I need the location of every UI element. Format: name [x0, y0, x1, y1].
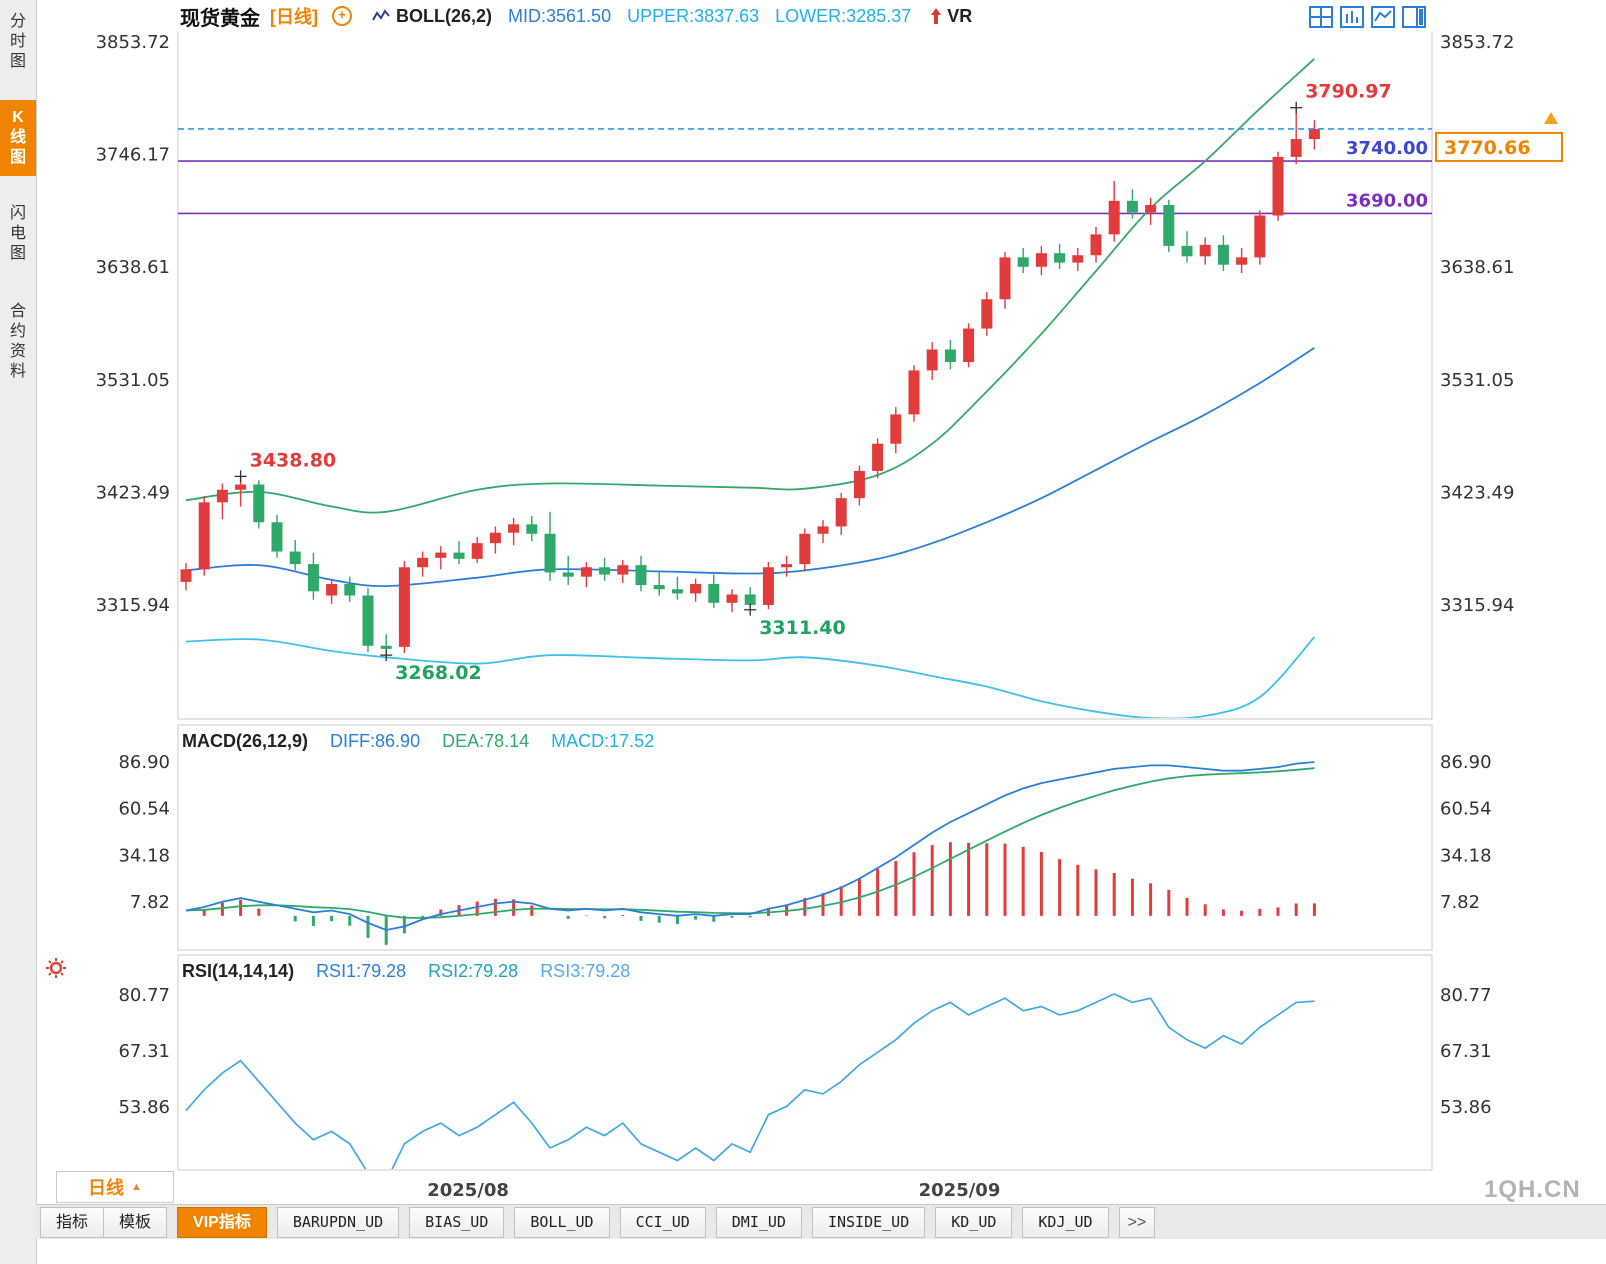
svg-text:86.90: 86.90 — [118, 752, 170, 773]
rsi3-value: RSI3:79.28 — [540, 961, 631, 981]
macd-dea-value: DEA:78.14 — [442, 731, 530, 751]
circle-plus-icon[interactable]: + — [332, 6, 352, 26]
svg-text:3311.40: 3311.40 — [759, 617, 846, 639]
svg-text:60.54: 60.54 — [118, 799, 170, 820]
svg-text:60.54: 60.54 — [1440, 799, 1492, 820]
svg-text:2025/09: 2025/09 — [919, 1180, 1001, 1201]
tab-vip-indicators[interactable]: VIP指标 — [177, 1206, 267, 1238]
sidebar-item-time-chart[interactable]: 分时图 — [9, 13, 26, 70]
macd-hist-value: MACD:17.52 — [551, 731, 655, 751]
svg-text:3315.94: 3315.94 — [96, 595, 170, 616]
tab-kdj-ud[interactable]: KDJ_UD — [1022, 1206, 1109, 1238]
svg-text:53.86: 53.86 — [1440, 1097, 1492, 1118]
rsi-panel-header: RSI(14,14,14) RSI1:79.28 RSI2:79.28 RSI3… — [182, 961, 630, 982]
indicator-settings-icon[interactable] — [44, 956, 68, 985]
tab-bias-ud[interactable]: BIAS_UD — [409, 1206, 505, 1238]
symbol-name: 现货黄金 — [180, 7, 260, 30]
macd-panel-header: MACD(26,12,9) DIFF:86.90 DEA:78.14 MACD:… — [182, 731, 654, 752]
svg-text:3770.66: 3770.66 — [1444, 137, 1531, 159]
watermark: 1QH.CN — [1484, 1176, 1581, 1203]
tab-boll-ud[interactable]: BOLL_UD — [514, 1206, 610, 1238]
svg-text:67.31: 67.31 — [118, 1041, 170, 1062]
svg-text:53.86: 53.86 — [118, 1097, 170, 1118]
svg-text:80.77: 80.77 — [1440, 985, 1492, 1006]
svg-text:67.31: 67.31 — [1440, 1041, 1492, 1062]
svg-text:86.90: 86.90 — [1440, 752, 1492, 773]
svg-text:3740.00: 3740.00 — [1346, 138, 1428, 159]
tab-overflow[interactable]: >> — [1118, 1206, 1156, 1238]
svg-text:3638.61: 3638.61 — [96, 257, 170, 278]
boll-mid-value: MID:3561.50 — [508, 5, 612, 26]
chart-layout-toolbar — [1308, 5, 1427, 29]
tab-barupdn-ud[interactable]: BARUPDN_UD — [276, 1206, 400, 1238]
period-selector-label: 日线 — [88, 1178, 125, 1198]
svg-text:3853.72: 3853.72 — [1440, 32, 1514, 53]
svg-text:80.77: 80.77 — [118, 985, 170, 1006]
tab-indicators[interactable]: 指标 — [40, 1206, 105, 1238]
svg-text:7.82: 7.82 — [130, 892, 170, 913]
indicator-icon — [372, 8, 390, 24]
svg-text:3438.80: 3438.80 — [250, 449, 337, 471]
tab-templates[interactable]: 模板 — [103, 1206, 168, 1238]
boll-indicator-title: BOLL(26,2) — [396, 5, 493, 26]
period-label: [日线] — [270, 7, 318, 27]
split-pane-icon[interactable] — [1401, 5, 1427, 29]
vr-up-arrow-icon — [929, 6, 943, 26]
multi-pane-icon[interactable] — [1308, 5, 1334, 29]
svg-text:3268.02: 3268.02 — [395, 662, 482, 684]
tab-kd-ud[interactable]: KD_UD — [935, 1206, 1013, 1238]
svg-text:3638.61: 3638.61 — [1440, 257, 1514, 278]
svg-text:3746.17: 3746.17 — [96, 145, 170, 166]
rsi2-value: RSI2:79.28 — [428, 961, 519, 981]
line-panel-icon[interactable] — [1370, 5, 1396, 29]
svg-text:2025/08: 2025/08 — [427, 1180, 509, 1201]
tab-dmi-ud[interactable]: DMI_UD — [715, 1206, 802, 1238]
tab-cci-ud[interactable]: CCI_UD — [619, 1206, 706, 1238]
svg-text:3790.97: 3790.97 — [1305, 81, 1392, 103]
tab-inside-ud[interactable]: INSIDE_UD — [811, 1206, 926, 1238]
svg-text:3423.49: 3423.49 — [1440, 482, 1514, 503]
rsi1-value: RSI1:79.28 — [316, 961, 407, 981]
rsi-title: RSI(14,14,14) — [182, 961, 295, 981]
svg-text:3531.05: 3531.05 — [1440, 370, 1514, 391]
bar-panel-icon[interactable] — [1339, 5, 1365, 29]
svg-text:7.82: 7.82 — [1440, 892, 1480, 913]
sidebar-item-kline-chart[interactable]: K线图 — [0, 100, 36, 176]
svg-text:3690.00: 3690.00 — [1346, 190, 1428, 211]
macd-diff-value: DIFF:86.90 — [330, 731, 421, 751]
indicator-tabbar: 指标 模板 VIP指标 BARUPDN_UD BIAS_UD BOLL_UD C… — [36, 1204, 1606, 1239]
boll-lower-value: LOWER:3285.37 — [775, 5, 912, 26]
svg-text:3315.94: 3315.94 — [1440, 595, 1514, 616]
svg-text:3531.05: 3531.05 — [96, 370, 170, 391]
svg-text:34.18: 34.18 — [118, 845, 170, 866]
macd-title: MACD(26,12,9) — [182, 731, 309, 751]
chevron-up-icon: ▲ — [131, 1181, 142, 1193]
svg-text:3423.49: 3423.49 — [96, 482, 170, 503]
svg-text:3853.72: 3853.72 — [96, 32, 170, 53]
sidebar-item-contract-info[interactable]: 合约资料 — [9, 303, 26, 380]
vr-indicator-label: VR — [947, 5, 973, 26]
boll-upper-value: UPPER:3837.63 — [627, 5, 760, 26]
sidebar-item-flash-chart[interactable]: 闪电图 — [9, 205, 26, 262]
period-selector-button[interactable]: 日线 ▲ — [56, 1171, 174, 1203]
svg-text:34.18: 34.18 — [1440, 845, 1492, 866]
left-sidebar: 分时图 K线图 闪电图 合约资料 — [0, 0, 37, 1264]
